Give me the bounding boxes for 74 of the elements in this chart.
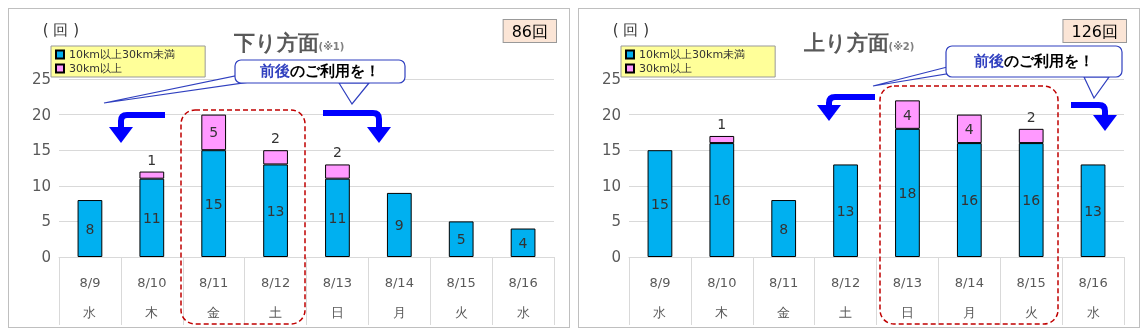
bar [386,192,412,257]
bar [1080,164,1106,257]
bar [510,228,536,257]
x-tick-label: 8/13 日 [322,274,353,320]
y-tick-label: 0 [611,248,621,266]
data-label: 4 [518,234,528,251]
bar [77,200,103,257]
data-label: 9 [394,216,404,233]
x-tick-label: 8/14 月 [954,274,984,320]
x-tick-label: 8/15 火 [446,274,476,320]
data-label: 11 [142,209,161,226]
y-axis-title: ( 回 ) [612,20,649,39]
y-tick-label: 20 [31,105,51,124]
legend-label: 30km以上 [639,62,693,75]
text: 前後のご利用を！ [974,52,1094,71]
annotation: 前後のご利用を！ [260,62,380,81]
data-label: 13 [1084,202,1102,219]
data-label: 16 [712,192,731,209]
text: 86回 [511,21,548,41]
x-tick-label: 8/10 木 [707,274,737,320]
x-tick-label: 8/11 金 [199,274,229,320]
x-tick-label: 8/12 土 [830,274,861,320]
data-label: 2 [271,130,281,147]
chart-title: 下り方面 [232,30,319,55]
y-axis-title: ( 回 ) [42,20,79,39]
data-label: 16 [960,192,979,209]
x-tick-label: 8/12 土 [260,274,291,320]
legend-label: 10km以上30km未満 [69,48,176,61]
x-tick-label: 8/14 月 [384,274,414,320]
x-tick-label: 8/9 水 [79,274,101,320]
data-label: 4 [964,120,974,137]
x-tick-label: 8/15 火 [1016,274,1046,320]
y-tick-label: 25 [31,70,51,88]
data-label: 1 [717,115,727,132]
data-label: 8 [85,220,95,237]
data-label: 16 [1022,192,1041,209]
x-tick-label: 8/13 日 [892,274,923,320]
data-label: 13 [266,202,285,219]
x-tick-label: 8/9 水 [649,274,671,320]
data-label: 2 [1026,108,1036,125]
y-tick-label: 5 [611,212,621,231]
data-label: 11 [328,209,347,226]
y-tick-label: 10 [601,176,621,195]
data-label: 15 [204,195,223,212]
y-tick-label: 20 [601,105,621,124]
data-label: 4 [902,106,912,123]
bar [647,150,673,257]
y-tick-label: 10 [31,176,51,195]
text: 126回 [1071,21,1119,41]
bar [833,164,858,257]
chart-title: 上り方面 [802,30,889,55]
y-tick-label: 15 [31,141,51,160]
bar [771,200,797,257]
y-tick-label: 5 [41,212,51,231]
legend-label: 10km以上30km未満 [639,48,746,61]
x-tick-label: 8/16 水 [508,274,538,320]
data-label: 18 [898,184,917,201]
x-tick-label: 8/11 金 [769,274,799,320]
data-label: 15 [651,195,669,212]
data-label: 13 [836,202,855,219]
chart-subtitle: (※1) [318,41,345,52]
y-tick-label: 25 [601,70,621,88]
x-tick-label: 8/16 水 [1078,274,1108,320]
data-label: 2 [332,144,342,161]
y-tick-label: 0 [41,248,51,266]
legend-label: 30km以上 [69,62,123,75]
data-label: 5 [209,124,219,141]
data-label: 1 [147,151,157,168]
bar [448,221,474,257]
x-tick-label: 8/10 木 [137,274,167,320]
y-tick-label: 15 [601,141,621,160]
chart-subtitle: (※2) [888,41,915,52]
data-label: 8 [779,220,789,237]
data-label: 5 [456,231,466,248]
